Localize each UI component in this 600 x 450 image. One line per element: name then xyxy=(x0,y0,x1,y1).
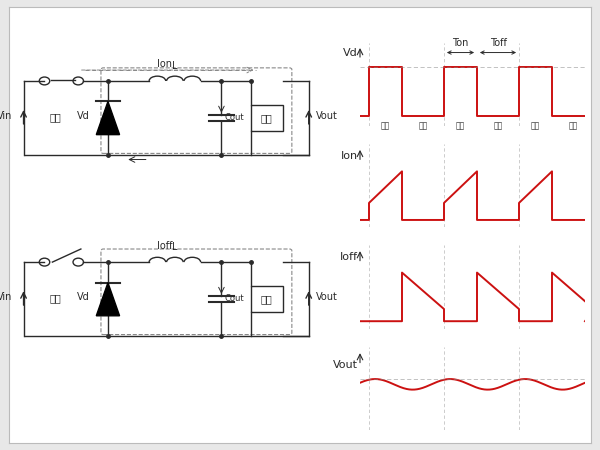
Text: 接通: 接通 xyxy=(456,121,465,130)
Text: Ioff: Ioff xyxy=(340,252,358,262)
Polygon shape xyxy=(96,283,119,316)
Text: Vout: Vout xyxy=(316,111,338,121)
Text: Vout: Vout xyxy=(316,292,338,302)
Text: Vin: Vin xyxy=(0,292,12,302)
Bar xyxy=(251,286,283,312)
Text: 负载: 负载 xyxy=(260,294,272,304)
Text: 接通: 接通 xyxy=(381,121,390,130)
Text: Toff: Toff xyxy=(490,38,506,48)
Text: 接通: 接通 xyxy=(50,112,61,122)
Text: 接通: 接通 xyxy=(531,121,540,130)
Text: Vd: Vd xyxy=(77,111,90,121)
Text: Vout: Vout xyxy=(333,360,358,370)
Text: 断开: 断开 xyxy=(50,293,61,303)
Text: 断开: 断开 xyxy=(568,121,578,130)
Text: 负载: 负载 xyxy=(260,113,272,123)
Text: 断开: 断开 xyxy=(493,121,503,130)
Text: L: L xyxy=(172,61,178,72)
Bar xyxy=(251,105,283,131)
Text: Ion: Ion xyxy=(341,151,358,161)
Text: Cout: Cout xyxy=(224,294,244,303)
Text: Ion: Ion xyxy=(157,59,172,69)
Text: Vd: Vd xyxy=(77,292,90,302)
Text: Vd: Vd xyxy=(343,48,358,58)
Polygon shape xyxy=(96,101,119,135)
Text: Ioff: Ioff xyxy=(157,240,172,251)
Text: Cout: Cout xyxy=(224,113,244,122)
Text: 断开: 断开 xyxy=(418,121,428,130)
Text: Vin: Vin xyxy=(0,111,12,121)
Text: L: L xyxy=(172,243,178,252)
Text: Ton: Ton xyxy=(452,38,469,48)
